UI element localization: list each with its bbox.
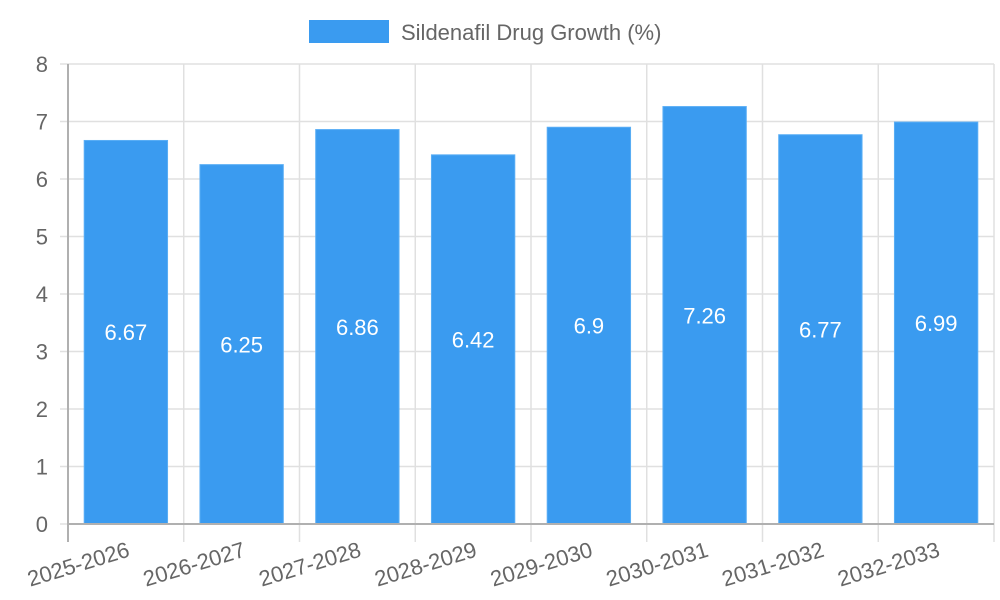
y-tick-label: 4	[36, 282, 48, 307]
x-tick-label: 2025-2026	[24, 537, 132, 592]
data-labels: 6.67 6.25 6.86 6.42 6.9 7.26 6.77 6.99	[104, 303, 957, 357]
data-label: 6.99	[915, 311, 958, 336]
bars	[83, 106, 979, 525]
y-tick-label: 8	[36, 52, 48, 77]
bar	[430, 154, 516, 525]
data-label: 6.86	[336, 315, 379, 340]
y-tick-label: 1	[36, 455, 48, 480]
x-axis-tick-labels: 2025-2026 2026-2027 2027-2028 2028-2029 2029…	[24, 537, 942, 592]
legend-label: Sildenafil Drug Growth (%)	[401, 20, 661, 45]
bar	[893, 121, 979, 525]
y-tick-label: 0	[36, 512, 48, 537]
y-tick-label: 6	[36, 167, 48, 192]
x-tick-label: 2030-2031	[603, 537, 711, 592]
x-tick-label: 2031-2032	[719, 537, 827, 592]
x-tick-label: 2029-2030	[487, 537, 595, 592]
y-tick-label: 2	[36, 397, 48, 422]
data-label: 6.67	[104, 320, 147, 345]
legend[interactable]: Sildenafil Drug Growth (%)	[309, 20, 661, 45]
bar	[315, 129, 400, 525]
legend-swatch	[309, 20, 389, 43]
y-axis-tick-labels: 0 1 2 3 4 5 6 7 8	[36, 52, 48, 537]
data-label: 6.42	[452, 327, 495, 352]
x-tick-label: 2032-2033	[835, 537, 943, 592]
data-label: 7.26	[683, 303, 726, 328]
bar	[83, 139, 169, 525]
data-label: 6.77	[799, 317, 842, 342]
bar	[662, 106, 747, 525]
bar	[546, 126, 632, 525]
y-tick-label: 7	[36, 110, 48, 135]
y-tick-label: 3	[36, 340, 48, 365]
x-tick-label: 2028-2029	[372, 537, 480, 592]
bar	[199, 164, 284, 525]
data-label: 6.9	[574, 314, 605, 339]
data-label: 6.25	[220, 332, 263, 357]
y-tick-label: 5	[36, 225, 48, 250]
x-tick-label: 2027-2028	[256, 537, 364, 592]
bar	[778, 134, 863, 525]
x-tick-label: 2026-2027	[140, 537, 248, 592]
